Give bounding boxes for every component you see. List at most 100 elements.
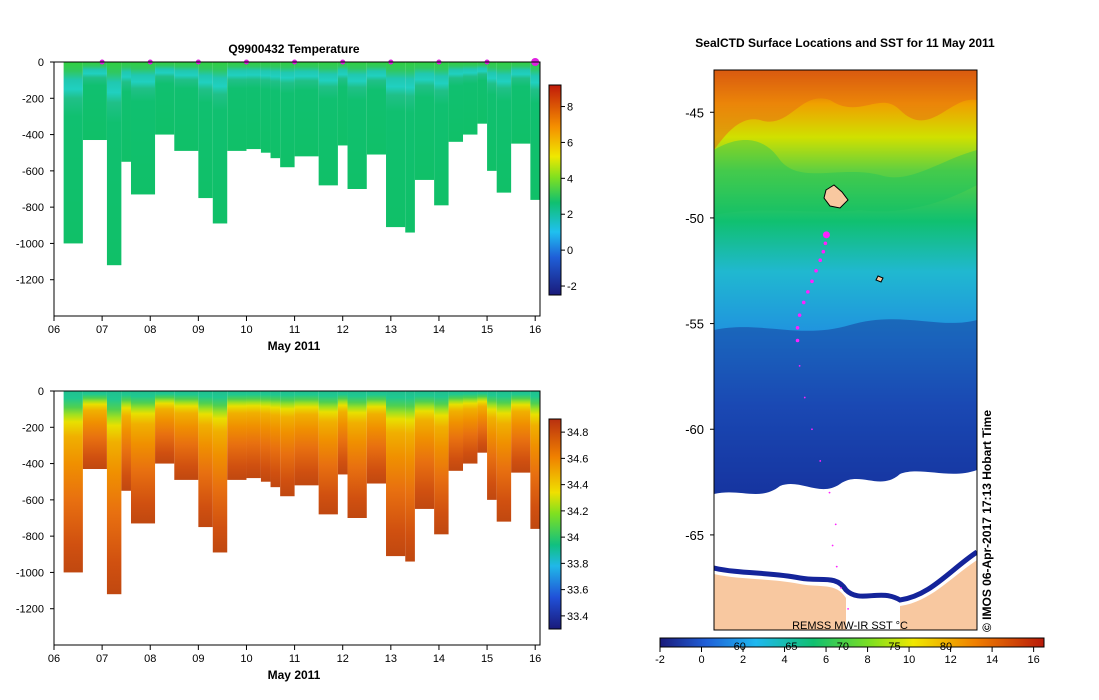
- salinity-profile-column: [212, 391, 228, 553]
- heard-island: [875, 275, 884, 283]
- x-tick-label: 10: [240, 653, 252, 665]
- salinity-profile-column: [405, 391, 415, 562]
- colorbar-tick-label: 8: [567, 102, 573, 114]
- temperature-profile-column: [414, 62, 435, 180]
- temperature-profile-column: [463, 62, 478, 135]
- temperature-profile-column: [260, 62, 271, 153]
- temperature-profile-column: [280, 62, 295, 168]
- y-tick-label: -400: [22, 130, 44, 142]
- track-point: [819, 460, 822, 462]
- salinity-profile-column: [294, 391, 319, 486]
- track-point: [806, 290, 810, 294]
- sst-colorbar-tick-label: -2: [655, 654, 665, 666]
- temperature-profile-column: [347, 62, 367, 189]
- colorbar-tick-label: 4: [567, 173, 573, 185]
- salinity-plot-area: [53, 390, 541, 646]
- track-point: [795, 326, 800, 330]
- x-tick-label: 07: [96, 324, 108, 336]
- temperature-profile-column: [337, 62, 348, 146]
- temperature-profile-column: [386, 62, 406, 228]
- colorbar-tick-label: 34: [567, 532, 579, 544]
- colorbar-tick-label: 6: [567, 137, 573, 149]
- lat-tick-label: -45: [685, 105, 704, 120]
- x-tick-label: 09: [192, 324, 204, 336]
- sst-map: [714, 70, 977, 630]
- x-tick-label: 12: [337, 324, 349, 336]
- temperature-profile-column: [477, 62, 488, 124]
- sst-colorbar-tick-label: 10: [903, 654, 915, 666]
- temperature-profile-column: [155, 62, 175, 135]
- sst-colorbar: -2 0 2 4 6 8 10 12 14 16: [655, 637, 1045, 666]
- salinity-x-ticks: 06 07 08 09 10 11 12 13 14 15 16: [48, 645, 541, 665]
- salinity-y-ticks: 0 -200 -400 -600 -800 -1000 -1200: [16, 386, 54, 616]
- front-region: [714, 140, 977, 215]
- salinity-profile-column: [448, 391, 464, 471]
- land-east: [900, 560, 977, 630]
- sst-colorbar-tick-label: 0: [698, 654, 704, 666]
- salinity-colorbar-gradient: [548, 418, 562, 630]
- salinity-profile-column: [414, 391, 435, 509]
- salinity-profile-column: [496, 391, 512, 522]
- track-point: [839, 586, 842, 589]
- temperature-profile-column: [487, 62, 497, 171]
- colorbar-tick-label: 34.8: [567, 427, 588, 439]
- temperature-profile-column: [270, 62, 281, 159]
- salinity-profile-column: [511, 391, 531, 473]
- salinity-profile-column: [434, 391, 449, 535]
- salinity-profile-column: [155, 391, 175, 464]
- x-tick-label: 07: [96, 653, 108, 665]
- temperature-profile-column: [121, 62, 131, 162]
- track-point: [801, 300, 806, 305]
- salinity-profile-column: [337, 391, 348, 475]
- sst-colorbar-tick-label: 2: [740, 654, 746, 666]
- track-point: [835, 565, 838, 568]
- map-title: SealCTD Surface Locations and SST for 11…: [695, 36, 995, 50]
- sst-colorbar-gradient: [659, 637, 1045, 648]
- temperature-profiles: [63, 62, 540, 266]
- track-point: [811, 428, 813, 431]
- x-tick-label: 08: [144, 324, 156, 336]
- y-tick-label: -600: [22, 495, 44, 507]
- temperature-profile-column: [496, 62, 512, 193]
- temperature-y-ticks: 0 -200 -400 -600 -800 -1000 -1200: [16, 57, 54, 287]
- salinity-profile-column: [198, 391, 213, 528]
- lat-tick-label: -60: [685, 422, 704, 437]
- salinity-profile-column: [121, 391, 131, 491]
- temperature-profile-column: [174, 62, 199, 151]
- current-location-marker: [822, 231, 830, 239]
- lat-tick-label: -50: [685, 211, 704, 226]
- temperature-profile-column: [530, 62, 540, 200]
- temperature-colorbar-gradient: [548, 84, 562, 296]
- seal-track: [795, 231, 849, 610]
- temperature-xlabel: May 2011: [268, 339, 321, 353]
- salinity-profile-column: [270, 391, 281, 488]
- temperature-x-ticks: 06 07 08 09 10 11 12 13 14 15 16: [48, 316, 541, 336]
- map-lat-ticks: -45 -50 -55 -60 -65: [685, 105, 714, 543]
- salinity-profile-column: [318, 391, 338, 515]
- temperature-profile-column: [82, 62, 107, 141]
- track-point: [831, 544, 834, 547]
- temperature-colorbar-ticks: -2 0 2 4 6 8: [561, 102, 577, 293]
- temperature-profile-column: [227, 62, 247, 151]
- sst-colorbar-tick-label: 6: [823, 654, 829, 666]
- temperature-profile-column: [198, 62, 213, 199]
- salinity-colorbar-ticks: 33.4 33.6 33.8 34 34.2 34.4 34.6 34.8: [561, 427, 588, 623]
- y-tick-label: -600: [22, 166, 44, 178]
- imos-timestamp: © IMOS 06-Apr-2017 17:13 Hobart Time: [980, 410, 994, 632]
- x-tick-label: 14: [433, 653, 445, 665]
- lon-tick-label: 60: [734, 641, 746, 653]
- sst-colorbar-tick-label: 8: [865, 654, 871, 666]
- salinity-profile-column: [487, 391, 497, 500]
- colorbar-tick-label: 33.6: [567, 585, 588, 597]
- salinity-profile-column: [227, 391, 247, 480]
- warm-water-region: [714, 70, 977, 150]
- map-lon-ticks: 60 65 70 75 80: [734, 641, 953, 653]
- y-tick-label: -800: [22, 202, 44, 214]
- colorbar-tick-label: 34.6: [567, 453, 588, 465]
- y-tick-label: -400: [22, 459, 44, 471]
- salinity-profile-column: [530, 391, 540, 529]
- salinity-profile-column: [386, 391, 406, 557]
- lat-tick-label: -65: [685, 528, 704, 543]
- temperature-profile-column: [106, 62, 122, 266]
- lon-tick-label: 65: [785, 641, 797, 653]
